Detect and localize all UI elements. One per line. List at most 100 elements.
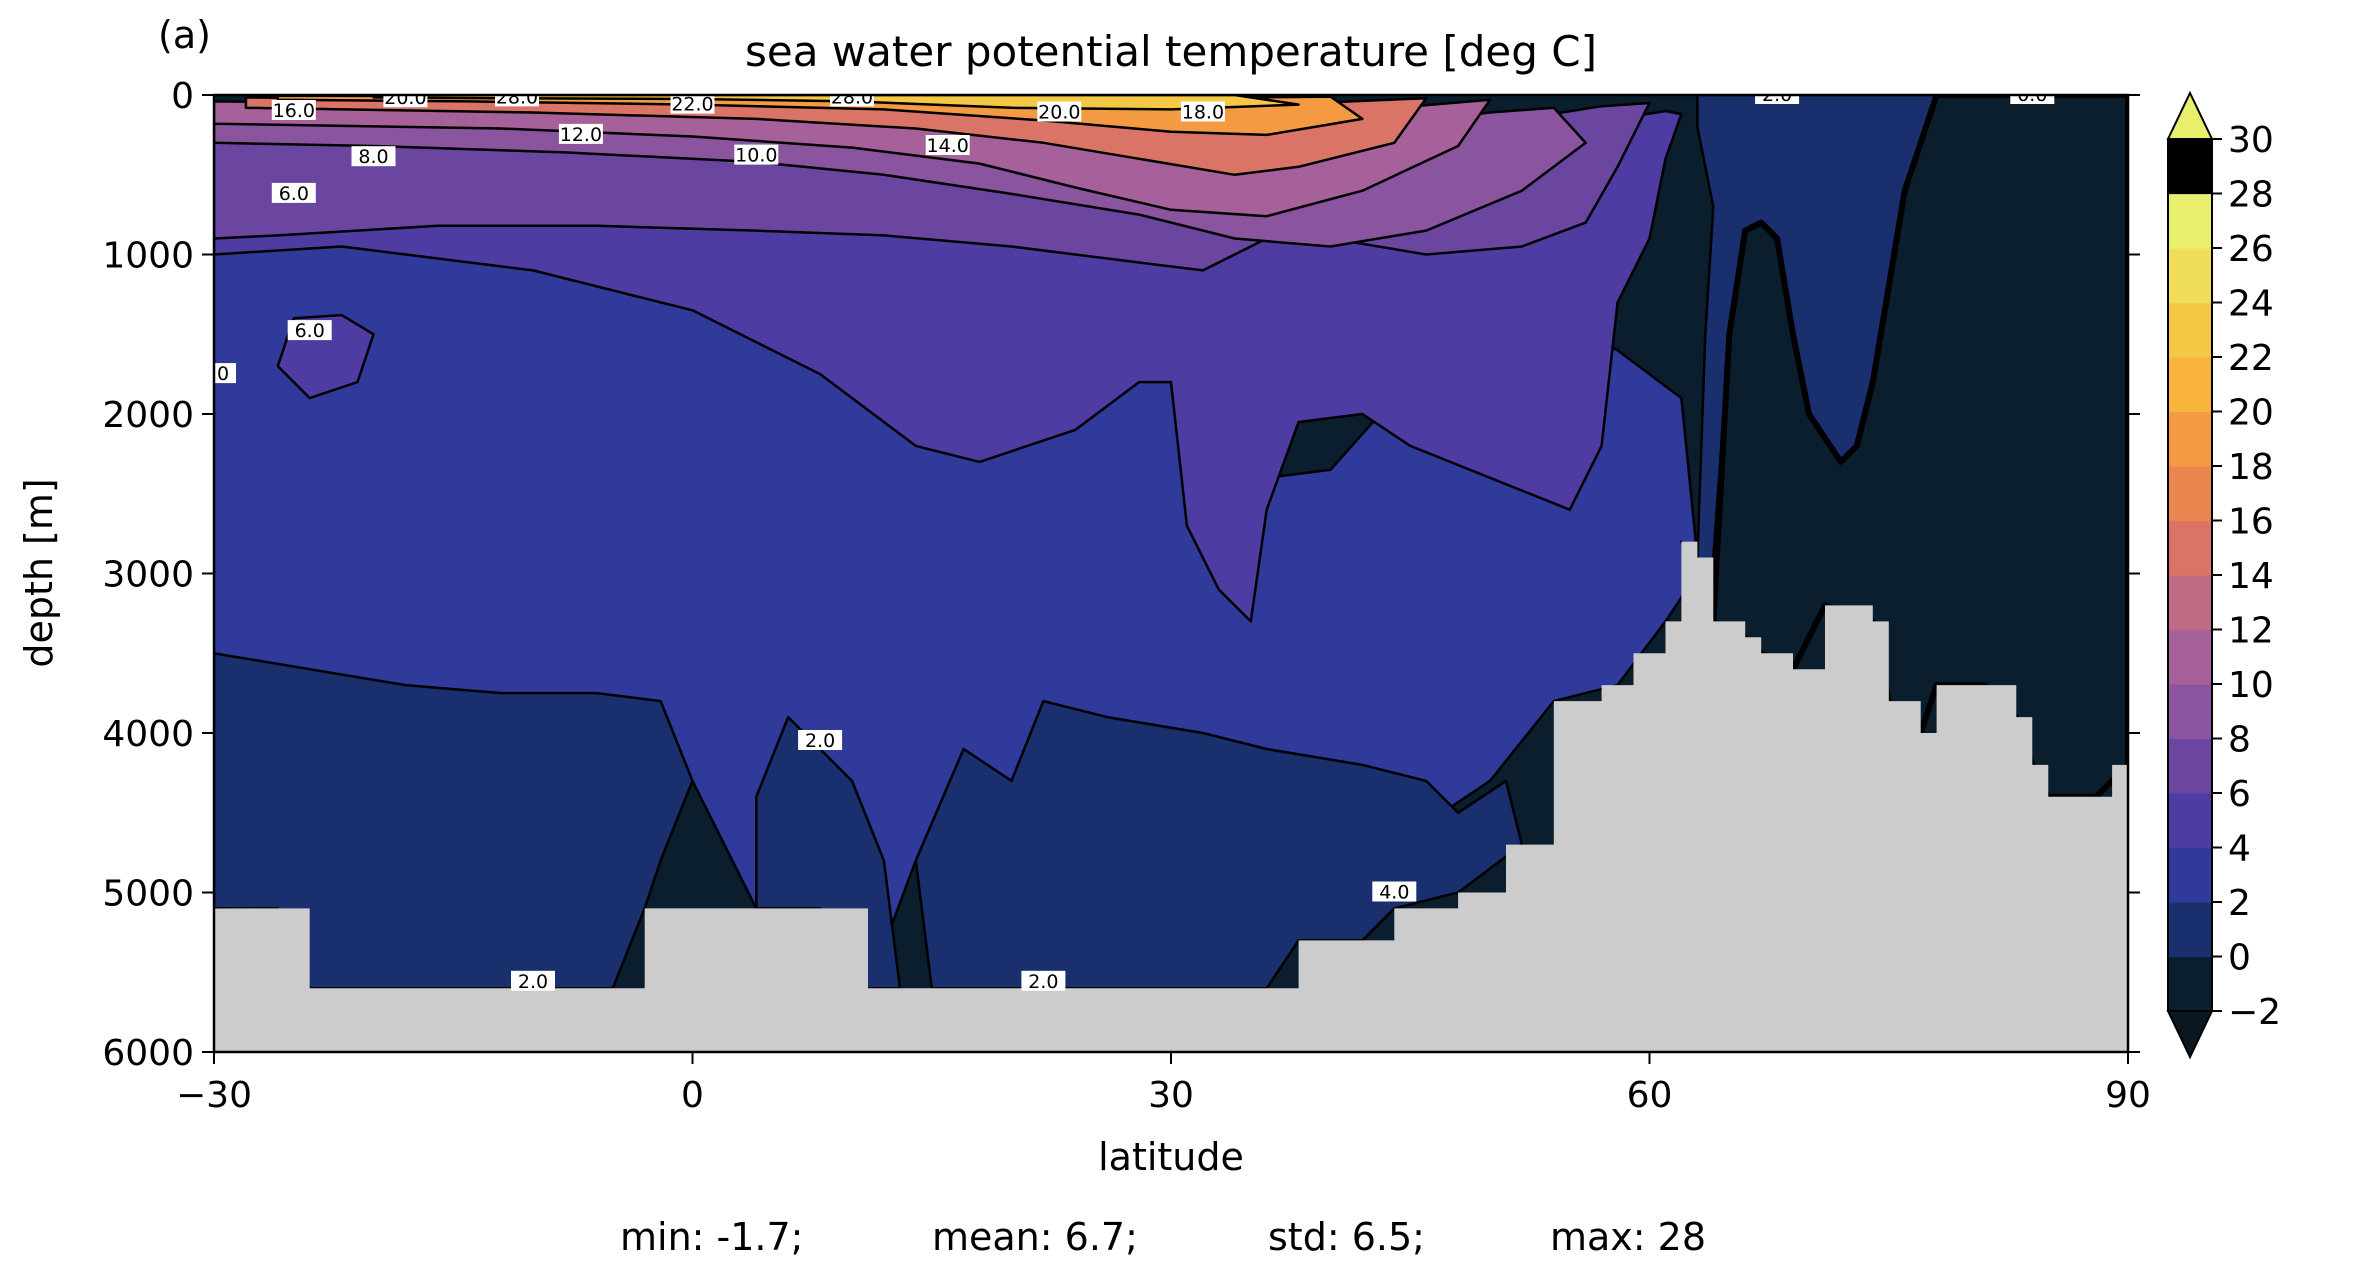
contour-label-text: 28.0: [831, 86, 873, 108]
contour-label-box: [1037, 101, 1082, 122]
x-axis: −30 0 30 60 90: [176, 1052, 2151, 1116]
x-tick-label: 0: [681, 1075, 704, 1116]
contour-label: 14.0: [925, 135, 970, 157]
contour-label: 2.0: [511, 970, 555, 993]
contour-label-text: 20.0: [384, 87, 426, 109]
contour-label: 20.0: [1037, 101, 1082, 124]
colorbar-tick-label: 30: [2228, 120, 2274, 161]
contour-label-text: 16.0: [273, 100, 315, 122]
contour-label-text: 12.0: [560, 124, 602, 146]
contour-label-box: [351, 146, 396, 167]
colorbar-tick-label: 12: [2228, 611, 2274, 652]
x-tick-label: 90: [2105, 1075, 2151, 1116]
contour-label-text: 22.0: [671, 94, 713, 116]
stats-line: min: -1.7; mean: 6.7; std: 6.5; max: 28: [620, 1215, 1706, 1259]
x-tick-label: 60: [1627, 1075, 1673, 1116]
colorbar-swatch: [2168, 139, 2212, 195]
stat-max: max: 28: [1550, 1215, 1706, 1259]
contour-label: 4.0: [1372, 881, 1417, 904]
colorbar-tick-label: 24: [2228, 284, 2274, 325]
contour-label-box: [287, 320, 332, 341]
contour-label: 6.0: [271, 182, 316, 205]
contour-label-box: [271, 182, 316, 203]
colorbar-tick-label: 22: [2228, 338, 2274, 379]
colorbar-tick-label: 14: [2228, 556, 2274, 597]
x-tick-label: 30: [1148, 1075, 1194, 1116]
colorbar-tick-label: 16: [2228, 502, 2274, 543]
contour-label-box: [2010, 95, 2055, 104]
colorbar-swatch: [2168, 902, 2212, 958]
colorbar-extend-min: [2166, 1010, 2214, 1060]
contour-label-text: 18.0: [1182, 102, 1224, 124]
colorbar-tick-label: 18: [2228, 447, 2274, 488]
y-tick-label: 1000: [102, 236, 194, 277]
y-tick-label: 5000: [102, 874, 194, 915]
y-tick-label: 2000: [102, 395, 194, 436]
contour-label-text: 6.0: [199, 363, 229, 385]
colorbar-tick-label: 20: [2228, 393, 2274, 434]
colorbar-tick-label: 28: [2228, 175, 2274, 216]
colorbar-swatch: [2168, 575, 2212, 631]
colorbar-tick-label: 8: [2228, 720, 2251, 761]
colorbar-swatch: [2168, 629, 2212, 685]
contour-label-text: 0.0: [2017, 84, 2047, 106]
panel-label: (a): [158, 13, 211, 57]
contour-label-text: 2.0: [1762, 84, 1792, 106]
colorbar-swatch: [2168, 684, 2212, 740]
contour-label: 2.0: [798, 730, 843, 752]
y-axis: 0 1000 2000 3000 4000 5000 6000: [102, 76, 2140, 1074]
colorbar-swatch: [2168, 520, 2212, 576]
contour-label: 2.0: [1021, 970, 1066, 993]
colorbar-tick-label: 10: [2228, 665, 2274, 706]
y-tick-label: 6000: [102, 1033, 194, 1074]
colorbar-tick-label: 0: [2228, 938, 2251, 979]
contour-label: 2.0: [1755, 84, 1800, 106]
colorbar-swatch: [2168, 302, 2212, 358]
colorbar-swatch: [2168, 793, 2212, 849]
contour-label-text: 6.0: [279, 183, 309, 205]
contour-label-text: 20.0: [1038, 102, 1080, 124]
contour-labels: 16.0 20.0 28.0 22.0 28.0 20.0 18.0 2.0 0.0 12.0 14…: [199, 84, 2055, 993]
colorbar-tick-label: −2: [2228, 992, 2281, 1033]
contour-label-box: [1021, 970, 1066, 991]
contour-label: 8.0: [351, 146, 396, 168]
contour-label: 10.0: [734, 144, 779, 167]
contour-label: 12.0: [558, 123, 603, 146]
chart-title: sea water potential temperature [deg C]: [745, 27, 1597, 76]
y-tick-label: 3000: [102, 555, 194, 596]
contour-label-box: [495, 95, 539, 107]
temperature-field: [214, 95, 2128, 990]
contour-label: 28.0: [495, 86, 539, 108]
contour-label-box: [214, 363, 236, 384]
contour-label-box: [383, 95, 428, 108]
contour-label-text: 2.0: [518, 971, 548, 993]
x-axis-label: latitude: [1098, 1135, 1244, 1179]
contour-label: 18.0: [1180, 101, 1225, 124]
contour-label-box: [734, 144, 779, 165]
colorbar-swatch: [2168, 411, 2212, 467]
contour-label-box: [1755, 95, 1800, 104]
contour-label-text: 28.0: [496, 86, 538, 108]
stat-std: std: 6.5;: [1268, 1215, 1425, 1259]
colorbar-tick-label: 4: [2228, 829, 2251, 870]
stat-min: min: -1.7;: [620, 1215, 804, 1259]
colorbar-swatch: [2168, 956, 2212, 1012]
colorbar-extend-max: [2166, 90, 2214, 140]
contour-label-text: 8.0: [358, 146, 388, 168]
plot-area: 16.0 20.0 28.0 22.0 28.0 20.0 18.0 2.0 0.0 12.0 14…: [199, 84, 2128, 1052]
colorbar-swatch: [2168, 357, 2212, 413]
contour-label-text: 10.0: [735, 145, 777, 167]
contour-label: 0.0: [2010, 84, 2055, 106]
contour-label-box: [558, 123, 603, 144]
contour-label-text: 4.0: [1379, 882, 1409, 904]
contour-label-box: [1372, 881, 1417, 902]
y-tick-label: 0: [171, 76, 194, 117]
contour-label: 22.0: [670, 94, 715, 116]
contour-label: 28.0: [830, 86, 874, 108]
contour-label-text: 2.0: [805, 730, 835, 752]
contour-label: 6.0: [287, 320, 332, 342]
contour-label-box: [271, 100, 316, 120]
colorbar-swatch: [2168, 193, 2212, 249]
